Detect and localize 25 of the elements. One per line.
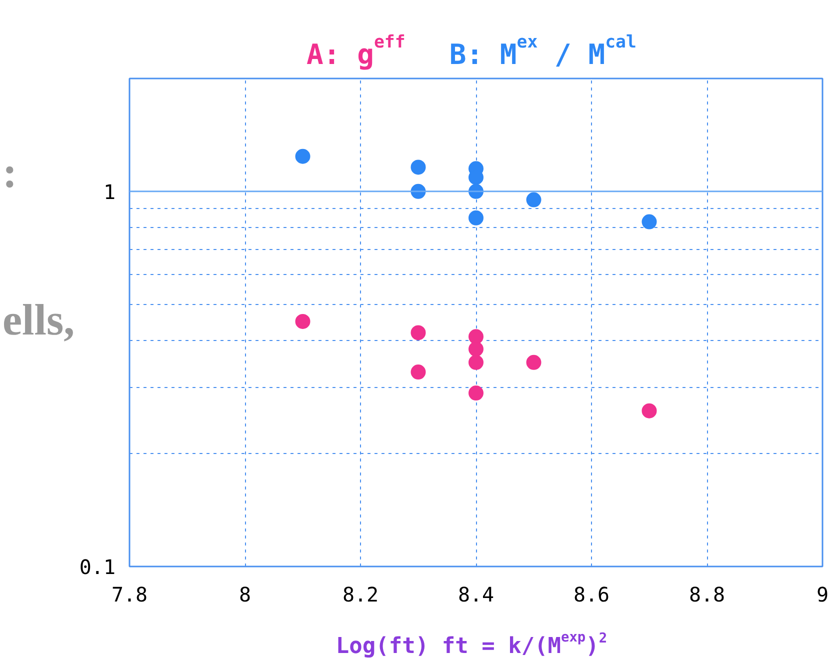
x-tick-label: 8.6 (573, 582, 610, 606)
point (410, 364, 426, 380)
point (468, 354, 484, 370)
x-tick-label: 8 (238, 582, 252, 606)
text: ells, (2, 295, 75, 344)
point (295, 148, 310, 164)
point (526, 192, 542, 208)
point (468, 210, 484, 226)
point (410, 325, 426, 340)
point (642, 214, 657, 230)
y-tick-label: 0.1 (79, 555, 116, 579)
point (468, 342, 484, 357)
x-tick-label: 9 (816, 582, 829, 606)
point (468, 386, 484, 401)
x-tick-label: 7.8 (111, 582, 148, 606)
point (526, 354, 542, 370)
x-tick-label: 8.2 (342, 582, 379, 606)
text: : (2, 148, 18, 197)
x-tick-label: 8.8 (688, 582, 726, 606)
point (410, 160, 426, 175)
point (468, 329, 484, 344)
y-tick-label: 1 (103, 180, 116, 204)
point (642, 403, 657, 418)
point (295, 314, 310, 329)
x-tick-label: 8.4 (458, 582, 494, 606)
